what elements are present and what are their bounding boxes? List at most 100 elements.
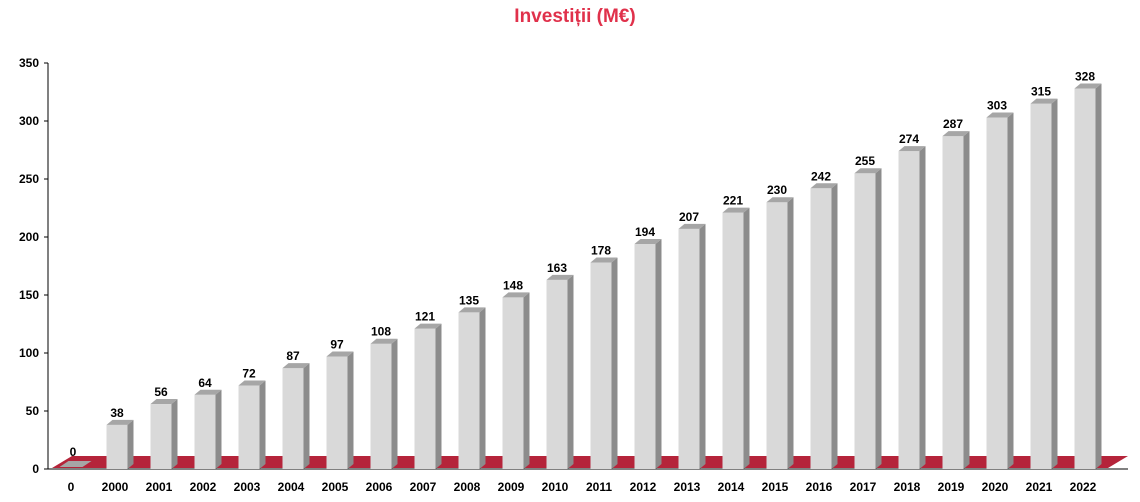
x-tick-label: 2004 xyxy=(278,480,305,494)
bar-top xyxy=(854,168,882,174)
y-tick-label: 50 xyxy=(26,404,40,418)
bar-top xyxy=(326,351,354,357)
bar-side xyxy=(435,323,442,469)
x-tick-label: 2000 xyxy=(102,480,129,494)
data-labels: 0 38 56 64 72 87 97 108 121 135 148 163 178 194 207 221… xyxy=(70,70,1096,459)
bar-2002 xyxy=(194,389,222,469)
x-tick-label: 2022 xyxy=(1070,480,1097,494)
bar-2004 xyxy=(282,363,310,469)
bar-side xyxy=(1007,112,1014,470)
bar-2006 xyxy=(370,338,398,469)
bar-2018 xyxy=(898,146,926,469)
data-label: 121 xyxy=(415,310,435,324)
bar-2001 xyxy=(150,399,178,469)
data-label: 64 xyxy=(198,376,212,390)
x-tick-label: 2021 xyxy=(1026,480,1053,494)
data-label: 255 xyxy=(855,154,875,168)
x-tick-label: 2011 xyxy=(586,480,612,494)
bar-side xyxy=(391,338,398,469)
x-tick-label: 2007 xyxy=(410,480,437,494)
bar-side xyxy=(259,380,266,469)
bar-side xyxy=(655,238,662,469)
bar-2005 xyxy=(326,351,354,469)
bar-0 xyxy=(59,461,92,467)
data-label: 0 xyxy=(70,445,77,459)
chart-title: Investiții (M€) xyxy=(514,6,635,27)
x-tick-label: 2019 xyxy=(938,480,965,494)
bar-2016 xyxy=(810,183,838,469)
bar-front xyxy=(106,424,128,469)
data-label: 148 xyxy=(503,278,523,292)
bar-front xyxy=(634,243,656,469)
data-label: 274 xyxy=(899,132,919,146)
y-tick-label: 200 xyxy=(19,230,39,244)
data-label: 38 xyxy=(110,406,124,420)
bar-2003 xyxy=(238,380,266,469)
data-label: 72 xyxy=(242,366,256,380)
bar-top xyxy=(238,380,266,386)
bar-2007 xyxy=(414,323,442,469)
bar-front xyxy=(502,297,524,469)
x-tick-label: 2014 xyxy=(718,480,745,494)
bar-side xyxy=(303,363,310,469)
bar-top xyxy=(810,183,838,189)
bar-side xyxy=(567,274,574,469)
bar-side xyxy=(963,131,970,469)
x-tick-label: 2003 xyxy=(234,480,261,494)
data-label: 315 xyxy=(1031,85,1051,99)
bar-2015 xyxy=(766,197,794,469)
x-tick-label: 2018 xyxy=(894,480,921,494)
bar-front xyxy=(458,312,480,469)
bar-2000 xyxy=(106,419,134,469)
data-label: 135 xyxy=(459,293,479,307)
y-tick-label: 100 xyxy=(19,346,39,360)
bar-front xyxy=(282,368,304,469)
bar-2008 xyxy=(458,307,486,469)
bar-2012 xyxy=(634,238,662,469)
y-tick-label: 300 xyxy=(19,114,39,128)
data-label: 207 xyxy=(679,210,699,224)
bar-side xyxy=(1095,83,1102,470)
bar-top xyxy=(150,399,178,405)
data-label: 287 xyxy=(943,117,963,131)
bar-2019 xyxy=(942,131,970,469)
data-label: 178 xyxy=(591,244,611,258)
bar-side xyxy=(479,307,486,469)
bar-top xyxy=(502,292,530,298)
x-tick-label: 2012 xyxy=(630,480,657,494)
x-tick-label: 2002 xyxy=(190,480,217,494)
bar-top xyxy=(942,131,970,137)
data-label: 97 xyxy=(330,337,344,351)
bar-top xyxy=(1030,98,1058,104)
data-label: 230 xyxy=(767,183,787,197)
bar-top xyxy=(766,197,794,203)
y-tick-label: 250 xyxy=(19,172,39,186)
x-tick-label: 2006 xyxy=(366,480,393,494)
bar-top xyxy=(546,274,574,280)
bar-front xyxy=(326,356,348,469)
data-label: 221 xyxy=(723,194,743,208)
data-label: 56 xyxy=(154,385,168,399)
x-tick-label: 0 xyxy=(68,480,75,494)
bar-side xyxy=(611,257,618,469)
bar-front xyxy=(986,117,1008,470)
x-axis-tick-labels: 0 2000 2001 2002 2003 2004 2005 2006 2007 2008 200… xyxy=(68,480,1097,494)
bar-top xyxy=(59,461,92,467)
x-tick-label: 2010 xyxy=(542,480,569,494)
bar-top xyxy=(986,112,1014,118)
bar-side xyxy=(875,168,882,469)
bar-top xyxy=(414,323,442,329)
bar-top xyxy=(590,257,618,263)
bar-side xyxy=(699,223,706,469)
bar-front xyxy=(1030,103,1052,469)
bar-front xyxy=(854,173,876,469)
bar-side xyxy=(1051,98,1058,469)
bar-front xyxy=(194,394,216,469)
x-tick-label: 2001 xyxy=(146,480,173,494)
bar-front xyxy=(546,279,568,469)
y-tick-label: 350 xyxy=(19,56,39,70)
bar-front xyxy=(414,328,436,469)
data-label: 328 xyxy=(1075,70,1095,84)
bar-front xyxy=(1074,88,1096,470)
